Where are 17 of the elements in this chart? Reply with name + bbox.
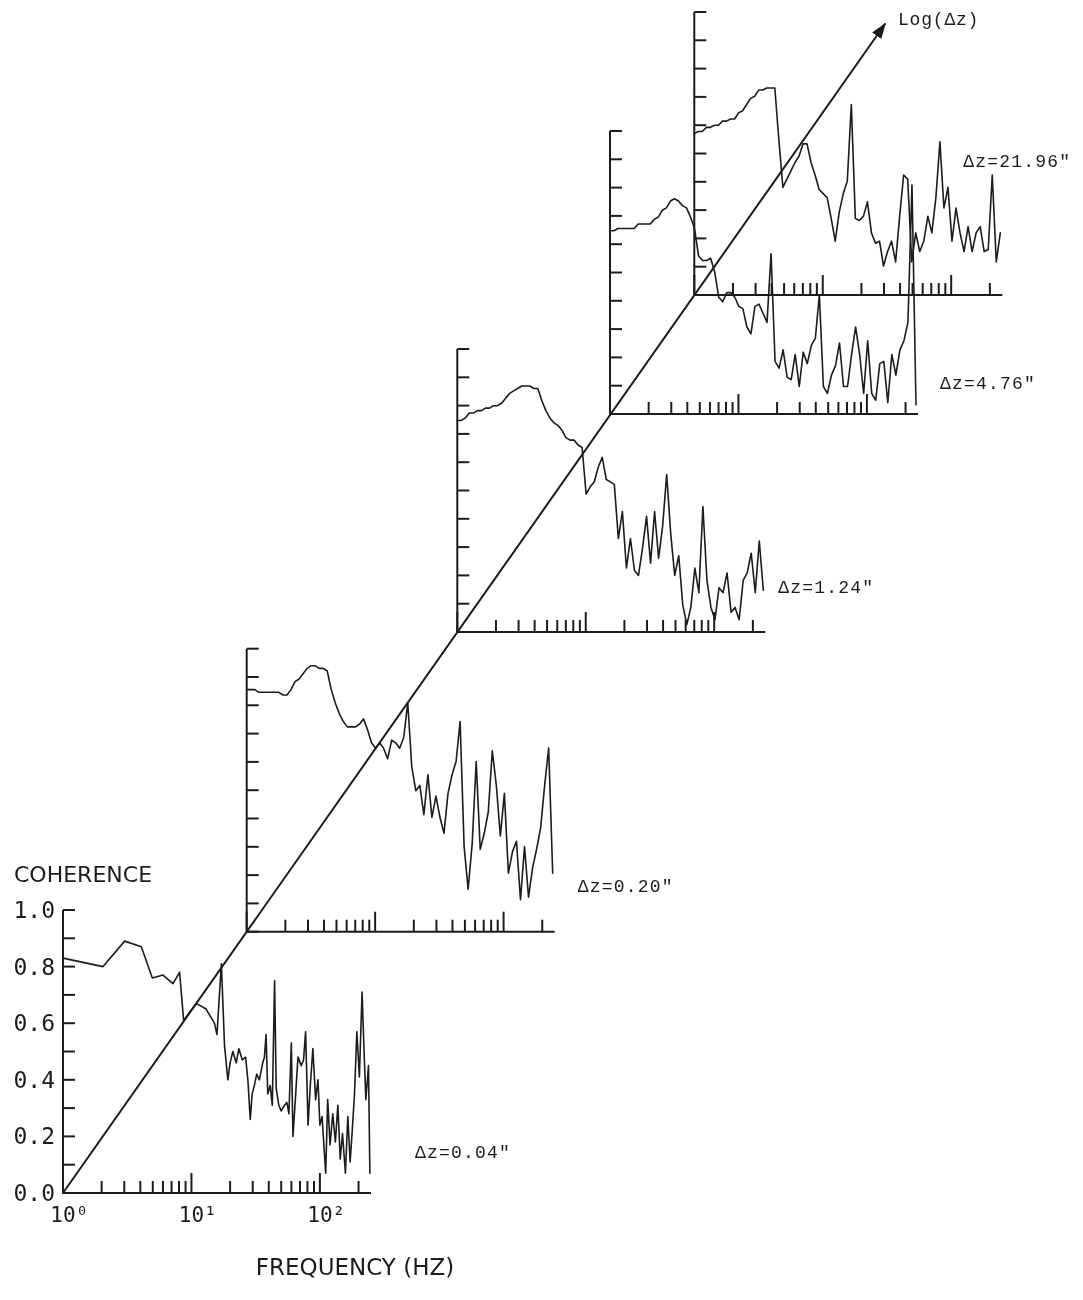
y-tick-label: 0.4 (13, 1066, 55, 1093)
y-tick-label: 0.2 (13, 1123, 55, 1150)
y-axis-title: COHERENCE (14, 862, 153, 887)
annotation: Log(Δz) (898, 10, 980, 30)
x-tick-label: 10⁰ (50, 1203, 89, 1227)
x-axis-title: FREQUENCY (HZ) (255, 1254, 455, 1280)
x-tick-label: 10² (307, 1203, 346, 1227)
annotation: Δz=4.76" (940, 374, 1037, 394)
x-tick-label: 10¹ (178, 1203, 217, 1227)
annotation: Δz=0.20" (577, 876, 674, 897)
y-tick-label: 0.6 (13, 1010, 55, 1037)
annotation: Δz=21.96" (963, 152, 1072, 172)
y-tick-label: 0.8 (13, 953, 55, 980)
annotation: Δz=0.04" (415, 1143, 512, 1163)
annotation: Δz=1.24" (778, 578, 875, 598)
y-tick-label: 0.0 (13, 1180, 55, 1206)
y-tick-label: 1.0 (13, 897, 55, 923)
